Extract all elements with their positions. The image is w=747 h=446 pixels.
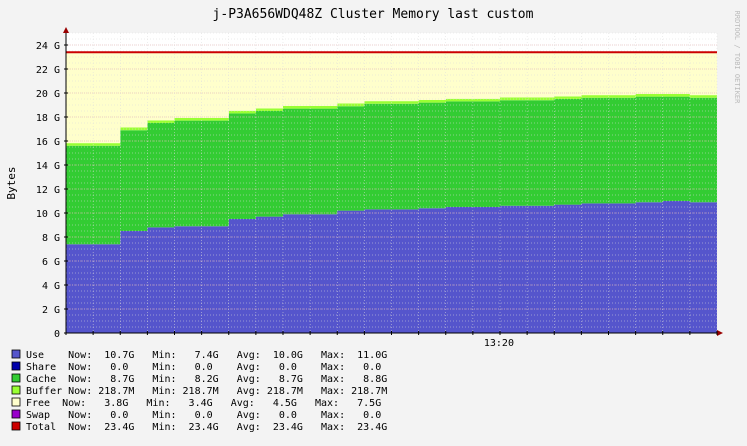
chart-title: j-P3A656WDQ48Z Cluster Memory last custo… [213, 7, 534, 22]
legend-swatch-use [11, 349, 21, 359]
legend-row-free: Free Now: 3.8G Min: 3.4G Avg: 4.5G Max: … [26, 398, 381, 409]
y-tick-label: 16 G [36, 137, 60, 148]
legend-row-total: Total Now: 23.4G Min: 23.4G Avg: 23.4G M… [26, 422, 387, 433]
y-tick-labels: 0 2 G 4 G 6 G 8 G 10 G 12 G 14 G 16 G 18 G 20 G 22 … [36, 41, 68, 340]
y-axis-arrow [63, 27, 69, 33]
x-tick-label: 13:20 [484, 338, 514, 349]
y-tick-label: 2 G [42, 305, 60, 316]
legend-swatch-cache [11, 373, 21, 383]
legend-row-share: Share Now: 0.0 Min: 0.0 Avg: 0.0 Max: 0.… [26, 362, 381, 373]
y-tick-label: 6 G [42, 257, 60, 268]
area-series-buffer [66, 93, 717, 146]
y-tick-label: 24 G [36, 41, 60, 52]
rrdtool-watermark: RRDTOOL / TOBI OETIKER [733, 11, 741, 105]
legend-swatch-free [11, 397, 21, 407]
legend-row-use: Use Now: 10.7G Min: 7.4G Avg: 10.0G Max:… [26, 350, 387, 361]
y-tick-label: 22 G [36, 65, 60, 76]
y-tick-label: 10 G [36, 209, 60, 220]
x-grid [65, 33, 718, 333]
y-axis-label: Bytes [5, 166, 18, 199]
legend-row-swap: Swap Now: 0.0 Min: 0.0 Avg: 0.0 Max: 0.0 [26, 410, 381, 421]
legend: Use Now: 10.7G Min: 7.4G Avg: 10.0G Max:… [11, 349, 387, 433]
y-tick-label: 20 G [36, 89, 60, 100]
y-tick-label: 8 G [42, 233, 60, 244]
legend-swatch-buffer [11, 385, 21, 395]
legend-swatch-total [11, 421, 21, 431]
y-tick-label: 12 G [36, 185, 60, 196]
legend-row-buffer: Buffer Now: 218.7M Min: 218.7M Avg: 218.… [26, 386, 387, 397]
x-tick-labels: 13:20 [65, 331, 718, 349]
y-tick-label: 4 G [42, 281, 60, 292]
legend-swatch-swap [11, 409, 21, 419]
legend-swatch-share [11, 361, 21, 371]
y-tick-label: 18 G [36, 113, 60, 124]
legend-row-cache: Cache Now: 8.7G Min: 8.2G Avg: 8.7G Max:… [26, 374, 387, 385]
y-tick-label: 0 [54, 329, 60, 340]
x-axis-arrow [717, 330, 723, 336]
y-tick-label: 14 G [36, 161, 60, 172]
